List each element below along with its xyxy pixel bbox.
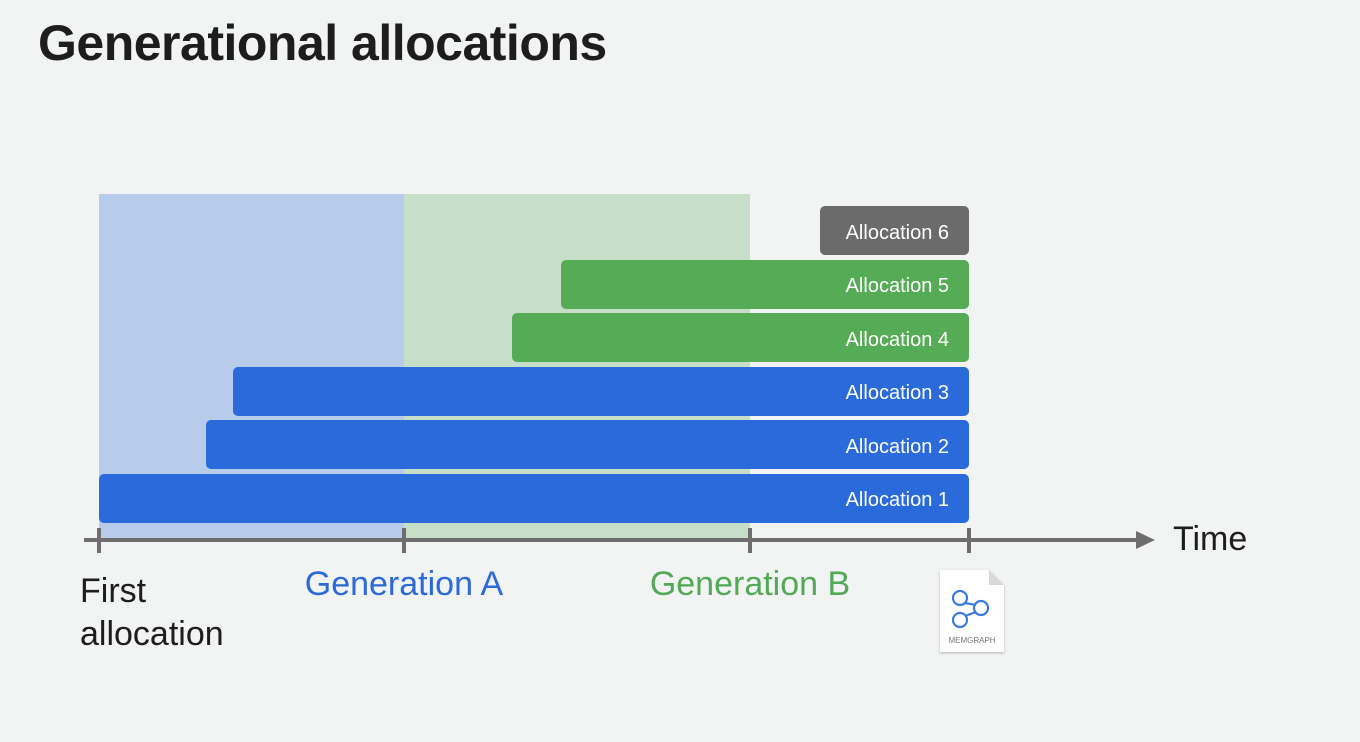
generation-a-label: Generation A bbox=[304, 565, 504, 603]
generation-b-label: Generation B bbox=[649, 565, 851, 603]
allocation-bar: Allocation 2 bbox=[206, 420, 969, 469]
allocation-label: Allocation 1 bbox=[846, 489, 949, 511]
allocation-label: Allocation 4 bbox=[846, 329, 949, 351]
time-axis-arrow-icon bbox=[1136, 531, 1155, 549]
memgraph-label: MEMGRAPH bbox=[948, 636, 995, 645]
page-title: Generational allocations bbox=[38, 15, 607, 71]
first-allocation-label: First allocation bbox=[80, 572, 224, 653]
allocation-bar: Allocation 1 bbox=[99, 474, 969, 523]
allocation-label: Allocation 3 bbox=[846, 382, 949, 404]
time-axis-label: Time bbox=[1173, 520, 1248, 558]
allocation-bar: Allocation 4 bbox=[512, 313, 969, 362]
allocation-bar: Allocation 3 bbox=[233, 367, 969, 416]
allocation-label: Allocation 6 bbox=[846, 222, 949, 244]
memgraph-file-icon: MEMGRAPH bbox=[937, 568, 1007, 661]
allocation-label: Allocation 5 bbox=[846, 275, 949, 297]
allocation-label: Allocation 2 bbox=[846, 436, 949, 458]
allocation-bar: Allocation 6 bbox=[820, 206, 969, 255]
allocation-bar: Allocation 5 bbox=[561, 260, 969, 309]
